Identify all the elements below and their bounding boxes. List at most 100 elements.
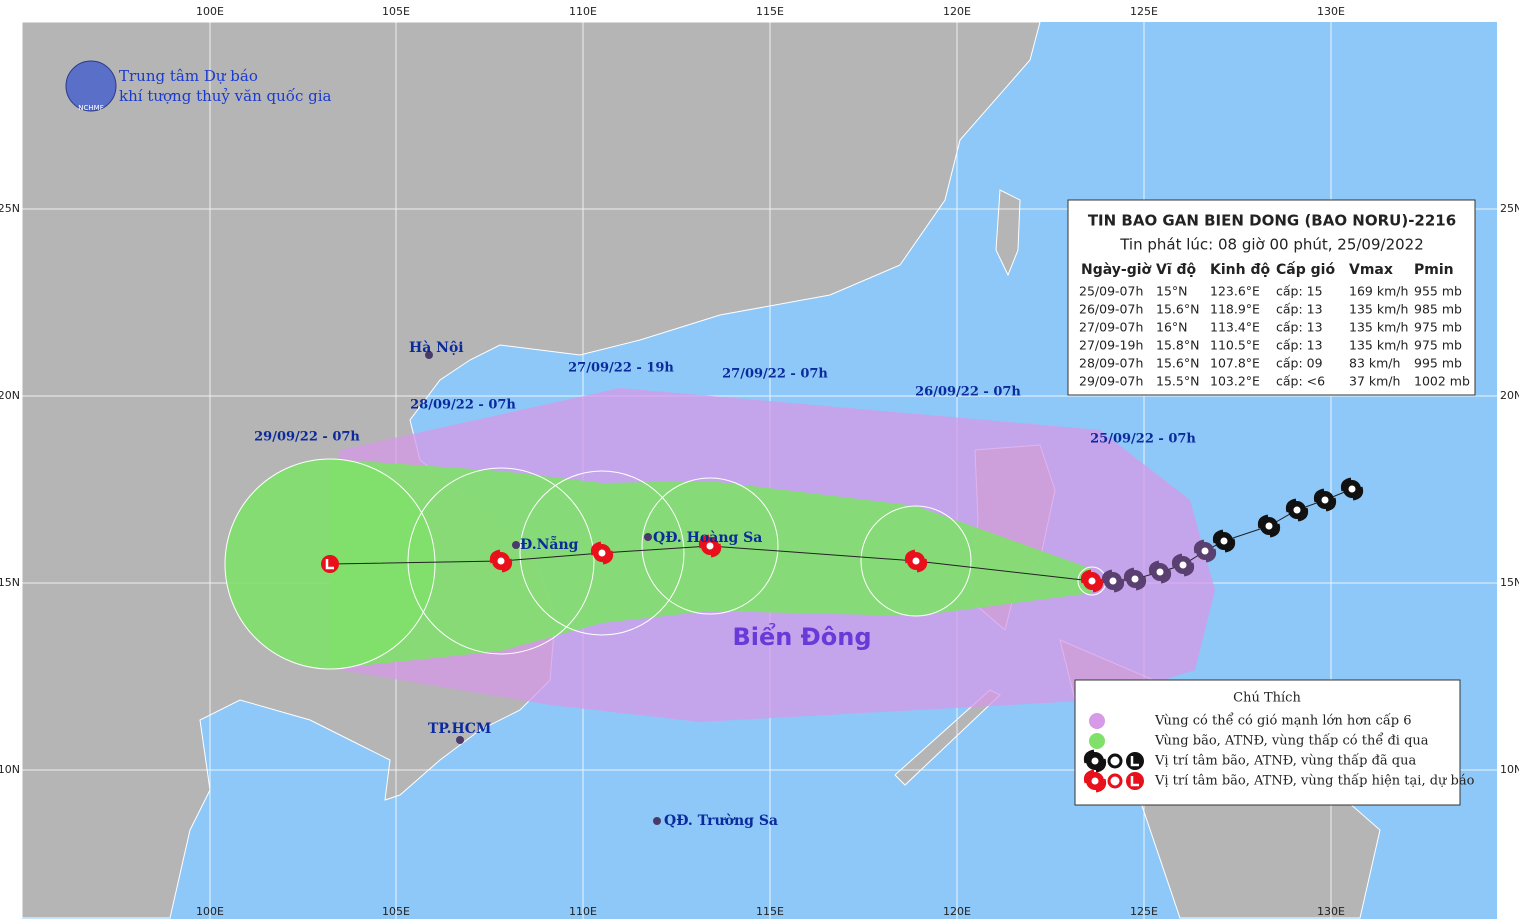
table-cell: 985 mb [1414,302,1462,317]
table-cell: cấp: 13 [1276,302,1323,317]
storm-arm [1101,569,1125,593]
storm-eye [1201,547,1209,555]
lat-label: 10N [0,763,20,776]
legend-ring [1107,773,1123,789]
table-cell: 103.2°E [1210,374,1260,389]
storm-arm [1340,477,1364,501]
storm-arm [590,541,614,565]
low-letter [325,559,334,570]
lon-label: 105E [382,5,410,18]
legend-swatch [1089,733,1105,749]
low-icon [1126,752,1144,770]
table-header: Vmax [1349,262,1393,278]
time-label: 28/09/22 - 07h [410,398,516,413]
place-dots [425,351,661,825]
low-icon [1126,772,1144,790]
table-cell: 29/09-07h [1079,374,1143,389]
legend: Chú Thích Vùng có thể có gió mạnh lớn hơ… [1074,679,1475,806]
storm-arm [489,549,513,573]
storm-arm [1193,539,1217,563]
lon-label: 100E [196,5,224,18]
track-line [329,488,1353,582]
table-cell: 26/09-07h [1079,302,1143,317]
storm-arm [1171,553,1195,577]
legend-item: Vùng có thể có gió mạnh lớn hơn cấp 6 [1154,713,1412,729]
past-positions [1101,477,1364,593]
low-letter [1130,776,1139,787]
logo: NCHMF Trung tâm Dự báo khí tượng thuỷ vă… [65,60,332,112]
table-cell: 28/09-07h [1079,356,1143,371]
table-cell: cấp: <6 [1276,374,1325,389]
lon-label: 120E [943,5,971,18]
storm-arm [1285,498,1309,522]
bulletin-box: TIN BAO GAN BIEN DONG (BAO NORU)-2216 Ti… [1067,199,1476,396]
table-cell: 113.4°E [1210,320,1260,335]
table-cell: 15.6°N [1156,302,1199,317]
table-cell: 995 mb [1414,356,1462,371]
legend-title: Chú Thích [1233,691,1301,706]
logo-line: Trung tâm Dự báo [119,67,258,85]
storm-arm [1212,529,1236,553]
storm-arm [1123,567,1147,591]
storm-arm [1257,514,1281,538]
storm-eye [706,542,714,550]
time-label: 27/09/22 - 19h [568,361,674,376]
storm-eye [497,557,505,565]
table-cell: 169 km/h [1349,284,1408,299]
storm-eye [598,549,606,557]
cone [330,459,1092,669]
place-label: QĐ. Trường Sa [664,813,778,829]
table-cell: 135 km/h [1349,320,1408,335]
table-cell: 15.5°N [1156,374,1199,389]
table-cell: 15.6°N [1156,356,1199,371]
lon-label: 110E [569,5,597,18]
table-cell: 27/09-07h [1079,320,1143,335]
table-header: Vĩ độ [1156,262,1197,278]
storm-arm [1083,769,1107,793]
lat-label: 10N [1500,763,1519,776]
table-cell: 25/09-07h [1079,284,1143,299]
storm-arm [1313,488,1337,512]
logo-abbr: NCHMF [78,104,103,112]
table-cell: 15°N [1156,284,1188,299]
place-label: Hà Nội [409,340,464,356]
legend-item: Vị trí tâm bão, ATNĐ, vùng thấp hiện tại… [1154,773,1475,789]
table-cell: cấp: 13 [1276,338,1323,353]
storm-arm [1080,569,1104,593]
storm-eye [1091,757,1099,765]
table-cell: 975 mb [1414,320,1462,335]
place-label: Đ.Nẵng [520,534,579,553]
storm-eye [1265,522,1273,530]
table-cell: 15.8°N [1156,338,1199,353]
storm-arm [904,549,928,573]
table-cell: 123.6°E [1210,284,1260,299]
lat-label: 20N [0,389,20,402]
storm-eye [1179,561,1187,569]
forecast-circles [224,458,1107,670]
storm-eye [1321,496,1329,504]
lat-label: 15N [1500,576,1519,589]
table-cell: 135 km/h [1349,338,1408,353]
lon-label: 110E [569,905,597,918]
lon-label: 105E [382,905,410,918]
low-icon [321,555,339,573]
lon-label: 125E [1130,905,1158,918]
storm-eye [1091,777,1099,785]
lon-label: 130E [1317,5,1345,18]
lon-label: 100E [196,905,224,918]
time-label: 25/09/22 - 07h [1090,432,1196,447]
table-cell: 135 km/h [1349,302,1408,317]
table-header: Ngày-giờ [1081,262,1152,278]
place-label: TP.HCM [428,721,491,737]
table-cell: 110.5°E [1210,338,1260,353]
storm-arm [1083,749,1107,773]
sea-label: Biển Đông [732,621,871,651]
lat-label: 25N [1500,202,1519,215]
legend-item: Vị trí tâm bão, ATNĐ, vùng thấp đã qua [1154,753,1416,769]
lon-label: 115E [756,905,784,918]
storm-eye [1131,575,1139,583]
table-cell: cấp: 09 [1276,356,1323,371]
table-cell: cấp: 15 [1276,284,1323,299]
logo-emblem [65,60,117,112]
lon-label: 125E [1130,5,1158,18]
